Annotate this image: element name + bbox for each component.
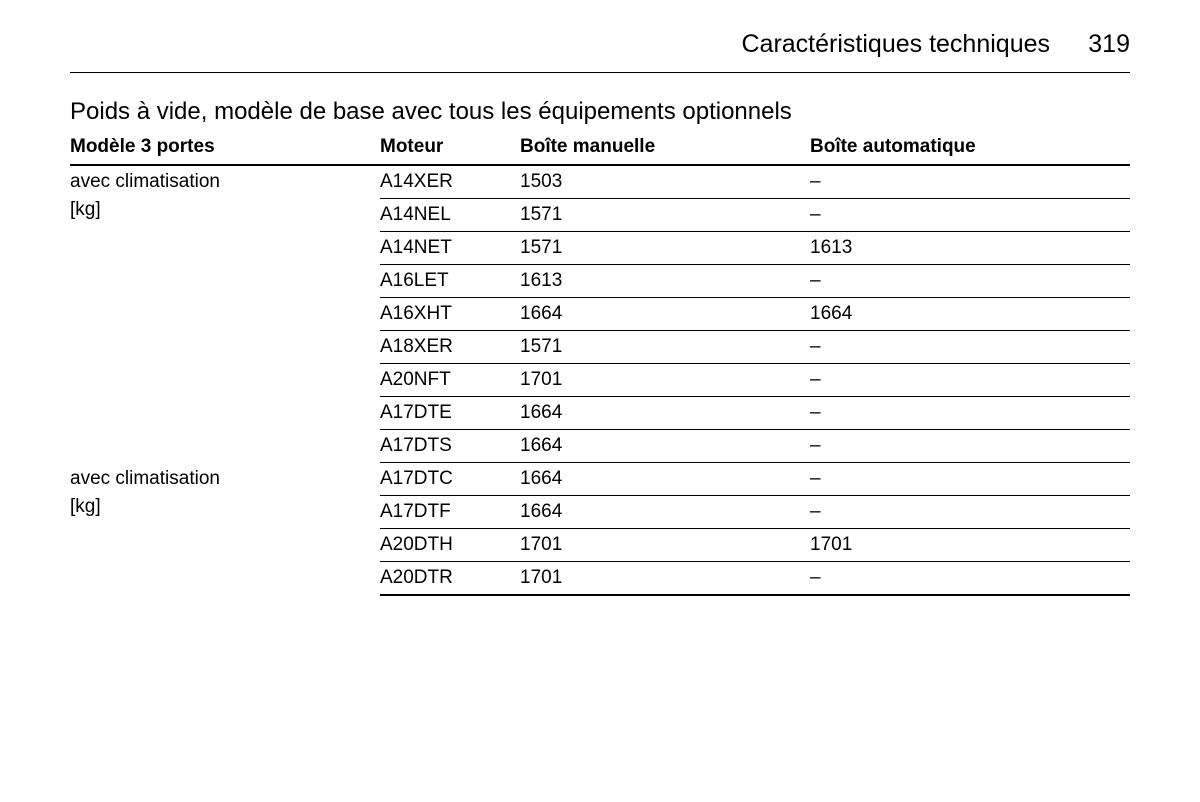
cell-manual: 1664 <box>520 463 810 496</box>
cell-manual: 1571 <box>520 331 810 364</box>
cell-engine: A16XHT <box>380 298 520 331</box>
cell-engine: A17DTF <box>380 496 520 529</box>
section-title: Caractéristiques techniques <box>742 30 1051 59</box>
cell-auto: – <box>810 199 1130 232</box>
table-group: avec climatisation [kg] A17DTC 1664 – A1… <box>70 463 1130 596</box>
col-header-manual: Boîte manuelle <box>520 132 810 165</box>
cell-manual: 1664 <box>520 298 810 331</box>
spec-table: Modèle 3 portes Moteur Boîte manuelle Bo… <box>70 132 1130 596</box>
cell-manual: 1571 <box>520 232 810 265</box>
page-number: 319 <box>1088 30 1130 59</box>
group-label: avec climatisation <box>70 468 220 489</box>
page-header: Caractéristiques techniques 319 <box>70 28 1130 78</box>
cell-manual: 1701 <box>520 529 810 562</box>
cell-engine: A20DTH <box>380 529 520 562</box>
group-label: avec climatisation <box>70 171 220 192</box>
cell-auto: – <box>810 496 1130 529</box>
cell-manual: 1701 <box>520 364 810 397</box>
cell-manual: 1664 <box>520 430 810 463</box>
table-title: Poids à vide, modèle de base avec tous l… <box>70 98 1130 126</box>
cell-auto: – <box>810 265 1130 298</box>
page: Caractéristiques techniques 319 Poids à … <box>0 0 1200 802</box>
cell-engine: A20DTR <box>380 562 520 596</box>
cell-engine: A14NET <box>380 232 520 265</box>
cell-auto: 1613 <box>810 232 1130 265</box>
cell-manual: 1701 <box>520 562 810 596</box>
cell-manual: 1503 <box>520 165 810 199</box>
table-header-row: Modèle 3 portes Moteur Boîte manuelle Bo… <box>70 132 1130 165</box>
cell-auto: 1664 <box>810 298 1130 331</box>
cell-engine: A18XER <box>380 331 520 364</box>
table-group: avec climatisation [kg] A14XER 1503 – A1… <box>70 165 1130 463</box>
cell-engine: A20NFT <box>380 364 520 397</box>
cell-engine: A17DTC <box>380 463 520 496</box>
col-header-model: Modèle 3 portes <box>70 132 380 165</box>
cell-auto: – <box>810 463 1130 496</box>
cell-manual: 1664 <box>520 397 810 430</box>
group-label-cell: avec climatisation [kg] <box>70 463 380 596</box>
table-row: avec climatisation [kg] A14XER 1503 – <box>70 165 1130 199</box>
cell-engine: A17DTS <box>380 430 520 463</box>
cell-auto: 1701 <box>810 529 1130 562</box>
group-label-cell: avec climatisation [kg] <box>70 165 380 463</box>
cell-engine: A14XER <box>380 165 520 199</box>
cell-engine: A14NEL <box>380 199 520 232</box>
cell-auto: – <box>810 430 1130 463</box>
col-header-engine: Moteur <box>380 132 520 165</box>
content: Poids à vide, modèle de base avec tous l… <box>70 78 1130 596</box>
header-rule <box>70 72 1130 73</box>
cell-engine: A17DTE <box>380 397 520 430</box>
cell-auto: – <box>810 364 1130 397</box>
group-unit: [kg] <box>70 496 380 518</box>
cell-auto: – <box>810 562 1130 596</box>
cell-manual: 1664 <box>520 496 810 529</box>
cell-manual: 1571 <box>520 199 810 232</box>
table-row: avec climatisation [kg] A17DTC 1664 – <box>70 463 1130 496</box>
cell-manual: 1613 <box>520 265 810 298</box>
col-header-auto: Boîte automatique <box>810 132 1130 165</box>
cell-engine: A16LET <box>380 265 520 298</box>
cell-auto: – <box>810 397 1130 430</box>
cell-auto: – <box>810 165 1130 199</box>
group-unit: [kg] <box>70 199 380 221</box>
cell-auto: – <box>810 331 1130 364</box>
